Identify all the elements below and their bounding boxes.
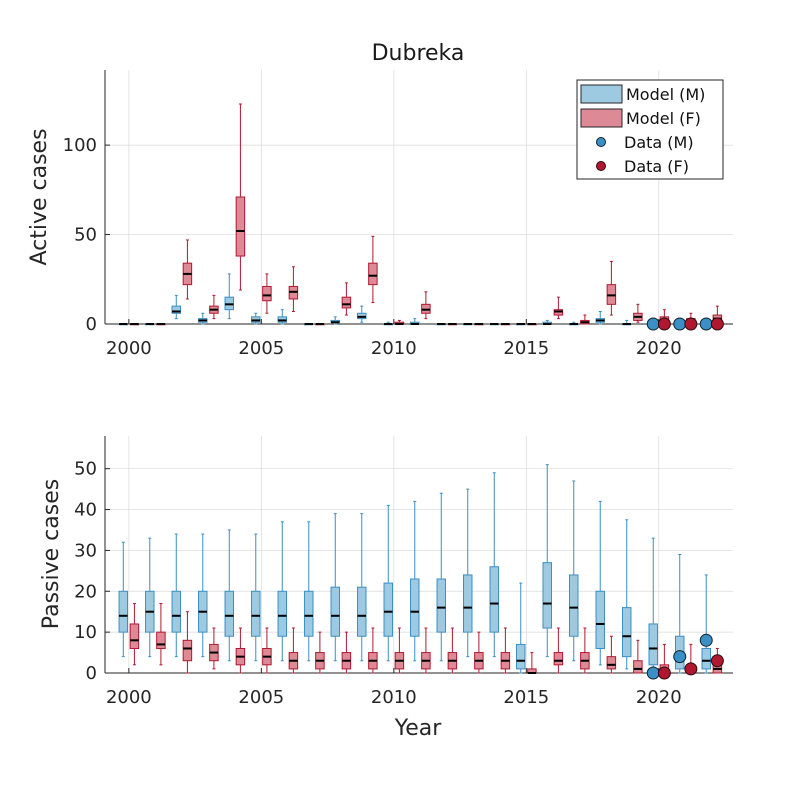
- top-x-tick-label-2010: 2010: [371, 338, 417, 359]
- legend-swatch-model-f: [580, 108, 623, 128]
- bottom-data-m-point-2022: [699, 633, 713, 647]
- bottom-model-m-2002-box: [171, 590, 182, 633]
- top-x-tick-label-2000: 2000: [106, 338, 152, 359]
- bottom-model-m-2010-box: [383, 582, 394, 637]
- bottom-model-f-2016-box: [553, 652, 564, 666]
- bottom-model-m-2006-box: [277, 590, 288, 637]
- bottom-model-m-2016-box: [542, 562, 552, 629]
- top-data-f-point-2020: [657, 317, 671, 331]
- legend-label-data-f: Data (F): [624, 157, 689, 176]
- top-model-m-2002-box: [171, 305, 182, 314]
- bottom-model-m-2015-box: [516, 643, 526, 670]
- bottom-model-m-2005-box: [251, 590, 261, 637]
- bottom-x-tick-label-2015: 2015: [503, 687, 549, 708]
- top-model-f-2009-box: [368, 262, 378, 286]
- legend-label-model-m: Model (M): [626, 85, 705, 104]
- bottom-model-m-2018-box: [595, 590, 605, 649]
- bottom-model-m-2013-box: [463, 574, 473, 633]
- bottom-model-m-2017-box: [569, 574, 579, 637]
- bottom-data-m-point-2020: [646, 666, 660, 680]
- bottom-model-m-2008-box: [330, 586, 341, 637]
- bottom-y-tick-label-30: 30: [74, 540, 97, 561]
- top-data-m-point-2020: [646, 317, 660, 331]
- bottom-x-tick-label-2000: 2000: [106, 687, 152, 708]
- top-model-f-2008-box: [341, 296, 352, 309]
- bottom-y-axis-label: Passive cases: [39, 479, 64, 629]
- top-x-tick-label-2015: 2015: [503, 338, 549, 359]
- bottom-model-m-2009-box: [357, 586, 367, 637]
- legend-marker-data-m: [596, 137, 606, 147]
- top-x-tick-label-2020: 2020: [636, 338, 682, 359]
- bottom-model-m-2022-box: [701, 647, 711, 670]
- legend-label-data-m: Data (M): [624, 133, 694, 152]
- legend-label-model-f: Model (F): [626, 109, 701, 128]
- top-y-tick-label-100: 100: [63, 135, 97, 156]
- bottom-y-tick-label-20: 20: [74, 581, 97, 602]
- bottom-model-m-2019-box: [622, 607, 632, 658]
- top-y-axis-label: Active cases: [27, 128, 52, 265]
- bottom-data-f-point-2022: [710, 654, 724, 668]
- bottom-model-m-2011-box: [410, 578, 420, 637]
- bottom-data-f-point-2021: [684, 662, 698, 676]
- top-data-f-point-2021: [684, 317, 698, 331]
- bottom-y-tick-label-0: 0: [86, 663, 97, 684]
- bottom-y-tick-label-50: 50: [74, 459, 97, 480]
- top-y-tick-label-0: 0: [86, 314, 97, 335]
- bottom-model-m-2020-box: [648, 623, 658, 666]
- active-cases-panel: 2000 2005 2010 2015 2020 0 50 100: [63, 70, 733, 359]
- top-data-m-point-2021: [673, 317, 687, 331]
- chart-title: Dubreka: [372, 41, 465, 66]
- bottom-data-m-point-2021: [673, 650, 687, 664]
- bottom-model-m-2014-box: [489, 566, 499, 633]
- top-data-m-point-2022: [699, 317, 713, 331]
- legend-swatch-model-m: [580, 84, 623, 104]
- top-y-tick-label-50: 50: [74, 225, 97, 246]
- bottom-data-f-point-2020: [657, 666, 671, 680]
- bottom-model-m-2004-box: [224, 590, 235, 637]
- x-axis-label: Year: [394, 716, 443, 741]
- bottom-x-tick-label-2010: 2010: [371, 687, 417, 708]
- top-x-tick-label-2005: 2005: [238, 338, 284, 359]
- bottom-y-tick-label-10: 10: [74, 622, 97, 643]
- passive-cases-panel: 2000 2005 2010 2015 2020 0 10 20 30 40 50: [74, 436, 733, 708]
- top-data-f-point-2022: [710, 317, 724, 331]
- bottom-model-f-2001-box: [156, 631, 166, 649]
- bottom-model-f-2018-box: [606, 656, 617, 670]
- bottom-model-m-2007-box: [304, 590, 314, 637]
- bottom-x-tick-label-2005: 2005: [238, 687, 284, 708]
- legend-marker-data-f: [596, 161, 606, 171]
- bottom-model-f-2002-box: [182, 639, 193, 662]
- bottom-model-f-2000-box: [129, 623, 140, 649]
- top-model-f-2005-box: [262, 285, 272, 302]
- legend: Model (M) Model (F) Data (M) Data (F): [576, 79, 724, 180]
- bottom-x-tick-label-2020: 2020: [636, 687, 682, 708]
- bottom-model-m-2012-box: [436, 578, 446, 633]
- bottom-y-tick-label-40: 40: [74, 500, 97, 521]
- top-model-f-2004-box: [235, 196, 246, 257]
- bottom-model-m-2000-box: [118, 590, 129, 633]
- bottom-model-f-2019-box: [633, 660, 643, 674]
